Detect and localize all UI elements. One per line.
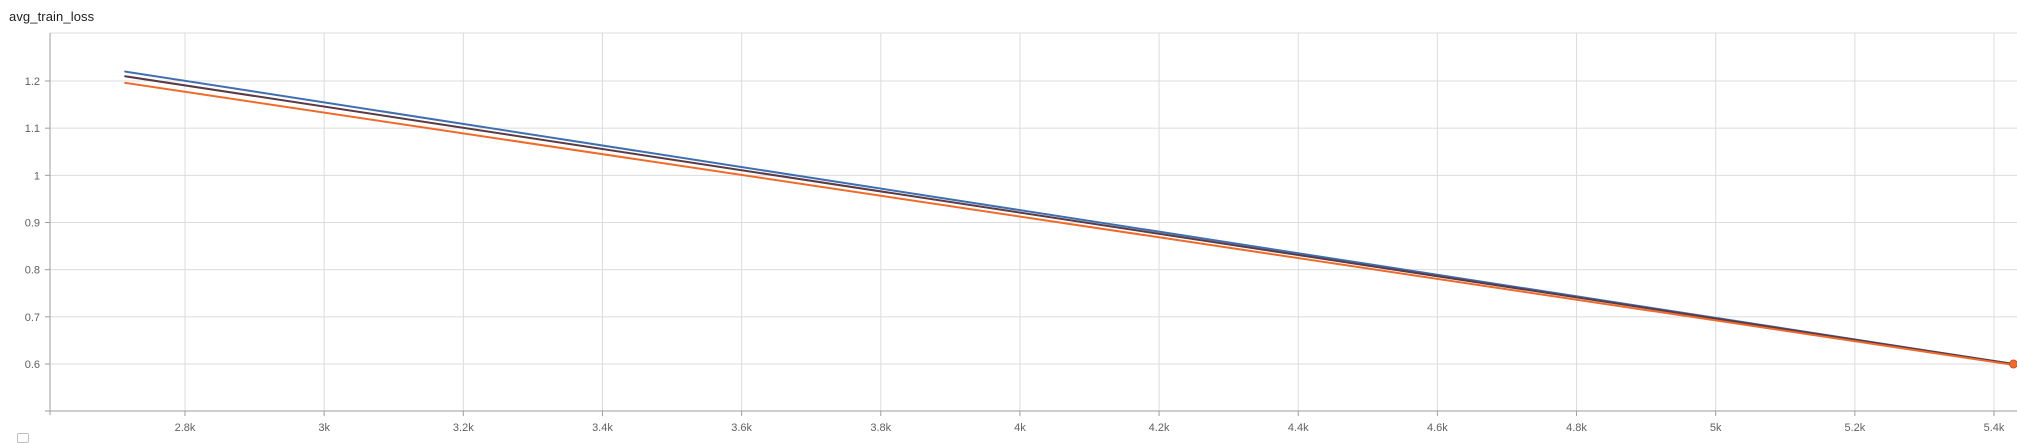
x-tick-label: 3.4k [592, 422, 613, 434]
series-line-2 [124, 75, 2015, 365]
x-tick-label: 3.6k [731, 422, 752, 434]
x-tick-label: 4.6k [1427, 422, 1448, 434]
axis-layer: 0.6 0.7 0.8 0.9 1 1.1 1.2 2.8k 3k 3.2k 3.4k 3.6k 3.8… [25, 33, 2017, 434]
x-tick-label: 5.2k [1844, 422, 1865, 434]
y-tick-label: 1.1 [25, 123, 40, 135]
series-layer [124, 70, 2015, 366]
chart-title: avg_train_loss [9, 9, 95, 24]
x-tick-label: 2.8k [175, 422, 196, 434]
series-end-marker[interactable] [2008, 359, 2017, 369]
x-tick-label: 3.8k [870, 422, 891, 434]
series-line-3 [124, 81, 2015, 366]
x-tick-label: 5k [1710, 422, 1722, 434]
y-tick-label: 0.8 [25, 265, 40, 277]
x-tick-label: 3.2k [453, 422, 474, 434]
marker-layer [2008, 359, 2017, 369]
y-tick-label: 1 [34, 170, 40, 182]
grid-layer [50, 32, 2017, 411]
y-tick-label: 1.2 [25, 76, 40, 88]
y-tick-label: 0.9 [25, 218, 40, 230]
y-tick-label: 0.6 [25, 359, 40, 371]
x-tick-label: 4.8k [1566, 422, 1587, 434]
x-tick-label: 4.2k [1149, 422, 1170, 434]
y-tick-label: 0.7 [25, 312, 40, 324]
fit-domain-toggle[interactable] [17, 433, 29, 443]
x-tick-label: 4k [1014, 422, 1026, 434]
x-tick-label: 3k [318, 422, 330, 434]
x-tick-label: 5.4k [1984, 422, 2005, 434]
x-tick-label: 4.4k [1288, 422, 1309, 434]
